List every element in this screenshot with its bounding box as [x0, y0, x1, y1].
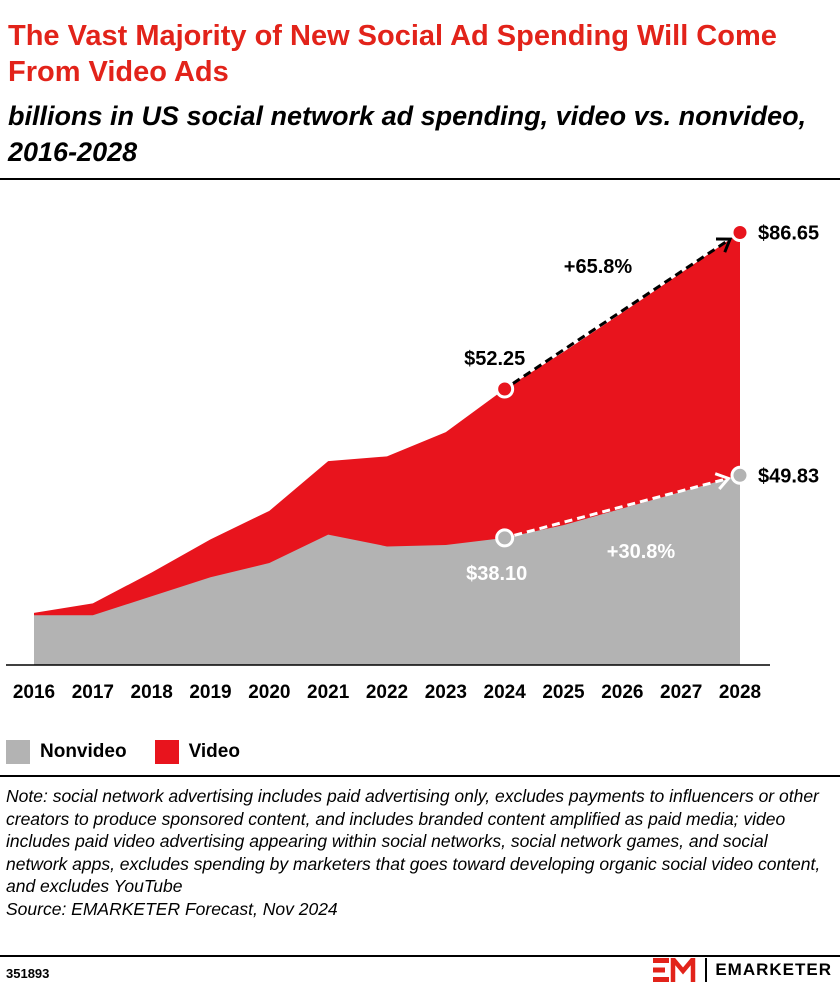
x-tick-label: 2027 [660, 682, 702, 703]
footer-divider [0, 775, 840, 777]
marker-total-2024 [495, 379, 515, 399]
label-nonvideo-2024: $38.10 [466, 563, 527, 585]
x-tick-label: 2028 [719, 682, 761, 703]
nonvideo-trend-line [513, 476, 729, 537]
nonvideo-trend-arrowhead [714, 472, 731, 490]
legend-swatch-video [154, 740, 179, 764]
area-chart: 2016 2017 2018 2019 2020 2021 2022 2023 2024 2025… [6, 223, 819, 703]
bottom-divider [0, 955, 840, 957]
header-divider [0, 178, 840, 180]
marker-nonvideo-2028 [730, 465, 750, 485]
chart-id: 351893 [6, 966, 50, 981]
chart-subtitle: billions in US social network ad spendin… [8, 101, 807, 167]
legend-label-nonvideo: Nonvideo [40, 741, 127, 762]
legend: Nonvideo Video [6, 740, 258, 764]
x-tick-label: 2023 [425, 682, 467, 703]
legend-item-video: Video [154, 740, 240, 764]
source-text: Source: EMARKETER Forecast, Nov 2024 [6, 898, 338, 919]
x-tick-label: 2026 [601, 682, 643, 703]
x-tick-label: 2022 [366, 682, 408, 703]
x-tick-label: 2020 [248, 682, 290, 703]
footnote: Note: social network advertising include… [6, 785, 832, 920]
x-tick-label: 2018 [131, 682, 173, 703]
chart-title: The Vast Majority of New Social Ad Spend… [8, 20, 777, 88]
x-tick-label: 2021 [307, 682, 350, 703]
legend-item-nonvideo: Nonvideo [6, 740, 127, 764]
brand-logo: EMARKETER [653, 958, 832, 982]
video-trend-line [512, 237, 731, 385]
brand-separator [705, 958, 708, 982]
note-text: Note: social network advertising include… [6, 786, 821, 896]
em-logo-icon [653, 958, 696, 982]
legend-swatch-nonvideo [6, 740, 30, 764]
x-tick-label: 2016 [13, 682, 55, 703]
nonvideo-area [34, 475, 740, 665]
label-nonvideo-growth: +30.8% [607, 541, 676, 563]
video-trend-arrowhead [715, 237, 733, 253]
marker-total-2028 [730, 223, 750, 243]
legend-label-video: Video [188, 741, 240, 762]
x-tick-label: 2017 [72, 682, 114, 703]
label-total-2024: $52.25 [464, 348, 525, 370]
x-tick-label: 2025 [542, 682, 585, 703]
label-total-growth: +65.8% [564, 256, 633, 278]
label-total-2028: $86.65 [758, 223, 819, 245]
label-nonvideo-2028: $49.83 [758, 465, 819, 487]
brand-name: EMARKETER [715, 960, 832, 979]
x-tick-label: 2019 [189, 682, 231, 703]
marker-nonvideo-2024 [495, 528, 515, 548]
x-tick-label: 2024 [484, 682, 527, 703]
